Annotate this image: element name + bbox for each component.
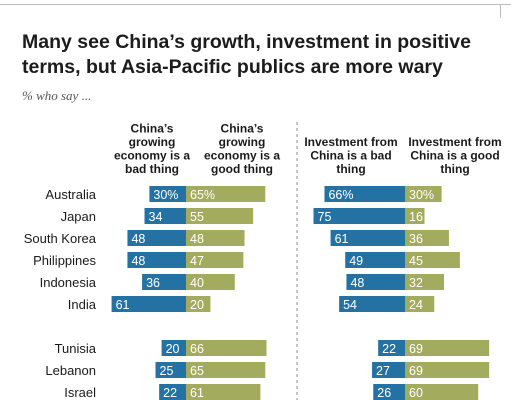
category-label: Philippines — [33, 253, 96, 268]
bar-economy-good — [186, 362, 266, 378]
bar-economy-bad — [149, 186, 186, 202]
value-label-good: 48 — [190, 232, 204, 246]
bar-economy-good — [186, 384, 261, 400]
value-label-bad: 36 — [146, 276, 160, 290]
bar-investment-good — [405, 230, 449, 246]
bar-economy-good — [186, 208, 254, 224]
column-header-economy-good: China’s growing economy is a good thing — [204, 122, 280, 177]
bar-investment-good — [405, 208, 425, 224]
value-label-bad: 22 — [163, 386, 177, 400]
bar-economy-bad — [159, 384, 186, 400]
bar-investment-good — [405, 384, 479, 400]
bar-investment-bad — [330, 230, 405, 246]
value-label-bad: 49 — [349, 254, 363, 268]
value-label-good: 66 — [190, 342, 204, 356]
bar-investment-bad — [345, 252, 405, 268]
value-label-good: 65% — [190, 188, 215, 202]
bar-economy-good — [186, 296, 211, 312]
value-label-good: 60 — [409, 386, 423, 400]
value-label-good: 69 — [409, 342, 423, 356]
value-label-good: 61 — [190, 386, 204, 400]
bar-investment-bad — [339, 296, 405, 312]
value-label-bad: 61 — [335, 232, 349, 246]
category-label: South Korea — [24, 231, 97, 246]
value-label-good: 55 — [190, 210, 204, 224]
value-label-bad: 22 — [382, 342, 396, 356]
value-label-good: 40 — [190, 276, 204, 290]
top-rule — [0, 4, 511, 5]
value-label-bad: 48 — [131, 232, 145, 246]
value-label-bad: 26 — [377, 386, 391, 400]
bar-investment-good — [405, 186, 442, 202]
corner-rule — [500, 4, 501, 18]
bar-investment-bad — [313, 208, 405, 224]
bar-economy-good — [186, 230, 245, 246]
category-label: Indonesia — [40, 275, 97, 290]
category-label: Israel — [64, 385, 96, 400]
value-label-bad: 48 — [131, 254, 145, 268]
value-label-good: 20 — [190, 298, 204, 312]
value-label-good: 36 — [409, 232, 423, 246]
value-label-bad: 75 — [318, 210, 332, 224]
chart-subtitle: % who say ... — [22, 88, 92, 103]
bar-investment-good — [405, 274, 445, 290]
bar-investment-bad — [346, 274, 405, 290]
value-label-good: 30% — [409, 188, 434, 202]
bar-economy-bad — [111, 296, 186, 312]
value-label-bad: 30% — [153, 188, 178, 202]
value-label-bad: 20 — [166, 342, 180, 356]
value-label-good: 69 — [409, 364, 423, 378]
bar-investment-good — [405, 340, 490, 356]
value-label-good: 32 — [409, 276, 423, 290]
value-label-bad: 66% — [328, 188, 353, 202]
bar-investment-bad — [324, 186, 405, 202]
category-label: Tunisia — [55, 341, 97, 356]
column-header-economy-bad: China’s growing economy is a bad thing — [114, 122, 190, 177]
value-label-good: 47 — [190, 254, 204, 268]
chart-title: Many see China’s growth, investment in p… — [22, 31, 471, 78]
bar-economy-bad — [155, 362, 186, 378]
bar-investment-good — [405, 296, 435, 312]
category-label: Japan — [61, 209, 96, 224]
bar-economy-bad — [127, 230, 186, 246]
category-label: India — [68, 297, 97, 312]
bar-economy-good — [186, 186, 266, 202]
column-header-investment-good: Investment from China is a good thing — [408, 135, 501, 176]
bar-economy-good — [186, 252, 244, 268]
category-label: Lebanon — [45, 363, 96, 378]
bar-investment-good — [405, 362, 490, 378]
value-label-bad: 54 — [343, 298, 357, 312]
bar-investment-good — [405, 252, 460, 268]
bar-economy-good — [186, 274, 235, 290]
value-label-bad: 27 — [376, 364, 390, 378]
value-label-good: 65 — [190, 364, 204, 378]
bar-investment-bad — [372, 362, 405, 378]
value-label-bad: 48 — [350, 276, 364, 290]
bar-economy-good — [186, 340, 267, 356]
value-label-good: 24 — [409, 298, 423, 312]
value-label-bad: 25 — [160, 364, 174, 378]
column-header-investment-bad: Investment from China is a bad thing — [304, 135, 397, 176]
bar-economy-bad — [127, 252, 186, 268]
value-label-good: 16 — [409, 210, 423, 224]
bar-economy-bad — [161, 340, 186, 356]
value-label-good: 45 — [409, 254, 423, 268]
value-label-bad: 34 — [149, 210, 163, 224]
bar-investment-bad — [373, 384, 405, 400]
bar-investment-bad — [378, 340, 405, 356]
bar-economy-bad — [144, 208, 186, 224]
bar-economy-bad — [142, 274, 186, 290]
category-label: Australia — [45, 187, 96, 202]
value-label-bad: 61 — [116, 298, 130, 312]
